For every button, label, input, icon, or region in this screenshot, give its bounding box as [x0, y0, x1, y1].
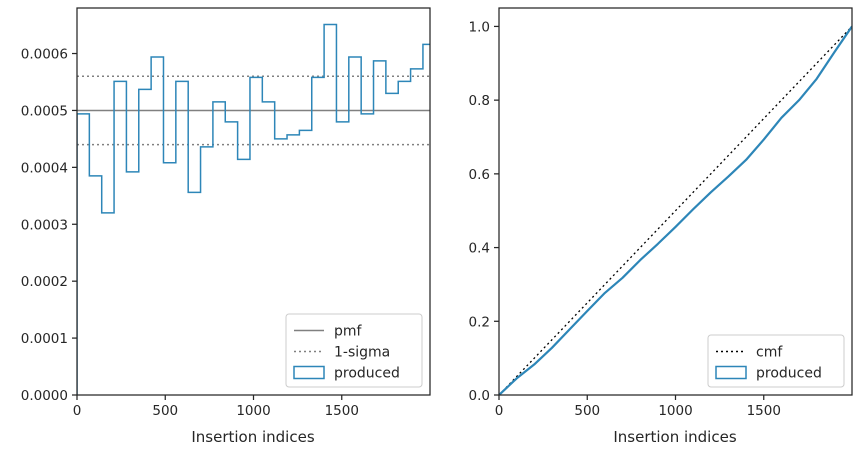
histogram-legend-label: pmf: [334, 324, 363, 340]
cdf-y-tick-label: 0.0: [469, 388, 490, 404]
histogram-x-tick-label: 0: [73, 403, 82, 419]
histogram-y-tick-label: 0.0003: [21, 217, 68, 233]
cdf-y-tick-label: 0.6: [469, 167, 490, 183]
produced-cdf-line: [499, 25, 852, 395]
cdf-plot-area: [499, 25, 852, 395]
histogram-y-ticks: 0.0000 0.0001 0.0002 0.0003 0.0004 0.0005 0.00…: [21, 47, 77, 404]
histogram-legend-handle: [293, 365, 325, 380]
histogram-y-tick-label: 0.0004: [21, 160, 68, 176]
histogram-legend: pmf 1-sigma produced: [285, 313, 423, 388]
histogram-legend-label: 1-sigma: [334, 345, 390, 361]
histogram-y-tick-label: 0.0000: [21, 388, 68, 404]
cdf-x-tick-label: 1000: [658, 403, 692, 419]
cdf-x-tick-label: 0: [495, 403, 504, 419]
histogram-y-tick-label: 0.0002: [21, 274, 68, 290]
histogram-x-tick-label: 1000: [236, 403, 270, 419]
histogram-panel: 0 500 1000 1500 0.00000.00010.00020.00030.0…: [21, 7, 431, 446]
cdf-panel: 0 500 1000 1500 0.0 0.2 0.4 0.6 0.8 1.0 Insertio…: [469, 7, 853, 446]
cdf-legend-label: produced: [756, 366, 822, 382]
cdf-clip-group: [499, 25, 852, 395]
cdf-x-tick-label: 500: [574, 403, 600, 419]
cdf-legend: cmf produced: [707, 334, 845, 388]
histogram-plot-area: [77, 23, 430, 395]
cdf-y-ticks: 0.0 0.2 0.4 0.6 0.8 1.0: [469, 19, 499, 404]
histogram-y-tick-label: 0.0001: [21, 331, 68, 347]
histogram-legend-frame: [285, 313, 423, 388]
histogram-x-ticks: 0 500 1000 1500: [73, 395, 359, 419]
histogram-legend-label: produced: [334, 366, 400, 382]
produced-histogram-step: [77, 23, 430, 395]
histogram-x-axis-label: Insertion indices: [191, 428, 314, 446]
cdf-y-tick-label: 0.2: [469, 314, 490, 330]
histogram-y-tick-label: 0.0006: [21, 47, 68, 63]
histogram-clip-group: [77, 23, 430, 395]
cdf-y-tick-label: 0.4: [469, 241, 490, 257]
histogram-x-tick-label: 500: [152, 403, 178, 419]
cdf-x-ticks: 0 500 1000 1500: [495, 395, 781, 419]
cdf-y-tick-label: 0.8: [469, 93, 490, 109]
cdf-legend-handle: [715, 365, 747, 380]
cdf-x-axis-label: Insertion indices: [613, 428, 736, 446]
histogram-y-tick-label: 0.0005: [21, 103, 68, 119]
histogram-x-tick-label: 1500: [325, 403, 359, 419]
cdf-x-tick-label: 1500: [747, 403, 781, 419]
cdf-legend-label: cmf: [756, 345, 783, 361]
cmf-line: [499, 25, 852, 395]
cdf-y-tick-label: 1.0: [469, 19, 490, 35]
cdf-legend-frame: [707, 334, 845, 388]
